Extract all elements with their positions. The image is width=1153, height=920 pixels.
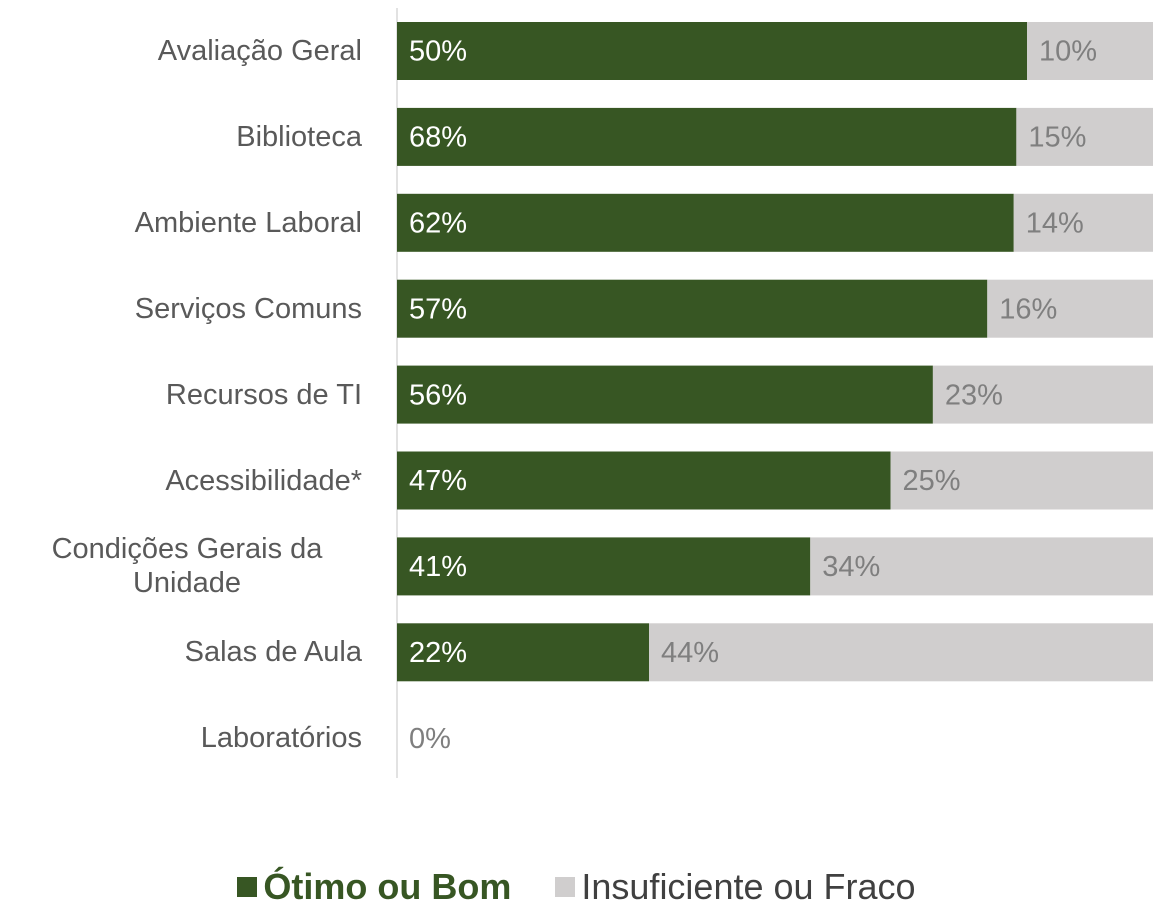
category-text: Salas de Aula xyxy=(184,636,362,669)
bar-segment xyxy=(1013,193,1153,252)
category-text: Serviços Comuns xyxy=(134,292,362,325)
bar-segment xyxy=(397,623,649,682)
bar-segment xyxy=(932,365,1153,424)
category-label: Laboratórios xyxy=(201,721,362,755)
data-label: 0% xyxy=(409,723,451,755)
data-label: 34% xyxy=(822,551,880,583)
legend-label: Ótimo ou Bom xyxy=(263,866,512,907)
data-label: 50% xyxy=(409,36,467,68)
bar-segment xyxy=(397,537,811,596)
data-label: 10% xyxy=(1039,36,1097,68)
bar-segment xyxy=(397,107,1017,166)
bar-segment xyxy=(890,451,1153,510)
bar-segment xyxy=(810,537,1153,596)
data-label: 15% xyxy=(1028,122,1086,154)
category-text: Acessibilidade* xyxy=(165,464,362,497)
data-label: 56% xyxy=(409,379,467,411)
category-text: Laboratórios xyxy=(200,722,362,755)
category-text: Condições Gerais da Unidade xyxy=(51,533,323,600)
category-label: Biblioteca xyxy=(236,120,362,154)
data-label: 62% xyxy=(409,207,467,239)
category-label: Acessibilidade* xyxy=(165,464,362,498)
legend: Ótimo ou Bom Insuficiente ou Fraco xyxy=(0,866,1153,908)
bar-segment xyxy=(397,279,988,338)
category-text: Biblioteca xyxy=(236,120,362,153)
bar-segment xyxy=(987,279,1153,338)
bar-segment xyxy=(649,623,1153,682)
bar-segment xyxy=(397,365,933,424)
plot-area: 50% 10% 68% 15% 62% 14% 57% 16% 56% 23% 47% 25% 41% 3… xyxy=(396,8,1153,778)
data-label: 68% xyxy=(409,122,467,154)
category-label: Avaliação Geral xyxy=(158,34,362,68)
bar-segment xyxy=(1027,22,1153,80)
data-label: 25% xyxy=(903,465,961,497)
category-text: Recursos de TI xyxy=(165,378,362,411)
bar-segment xyxy=(397,451,891,510)
bar-segment xyxy=(397,22,1027,80)
legend-item: Insuficiente ou Fraco xyxy=(555,866,916,908)
data-label: 44% xyxy=(661,637,719,669)
data-label: 41% xyxy=(409,551,467,583)
legend-item: Ótimo ou Bom xyxy=(237,866,511,908)
data-label: 14% xyxy=(1026,207,1084,239)
data-label: 47% xyxy=(409,465,467,497)
data-label: 23% xyxy=(945,379,1003,411)
legend-swatch xyxy=(555,877,576,897)
data-label: 16% xyxy=(999,293,1057,325)
legend-swatch xyxy=(237,877,258,897)
category-label: Ambiente Laboral xyxy=(135,206,362,240)
data-label: 22% xyxy=(409,637,467,669)
category-text: Ambiente Laboral xyxy=(134,206,362,239)
bar-segment xyxy=(1016,107,1153,166)
data-label: 0% xyxy=(409,723,451,755)
bar-segment xyxy=(397,193,1014,252)
category-label: Condições Gerais da Unidade xyxy=(12,532,362,600)
legend-label: Insuficiente ou Fraco xyxy=(581,866,916,907)
category-label: Recursos de TI xyxy=(166,378,362,412)
data-label: 57% xyxy=(409,293,467,325)
category-label: Serviços Comuns xyxy=(135,292,362,326)
category-label: Salas de Aula xyxy=(185,635,362,669)
category-text: Avaliação Geral xyxy=(157,35,362,67)
